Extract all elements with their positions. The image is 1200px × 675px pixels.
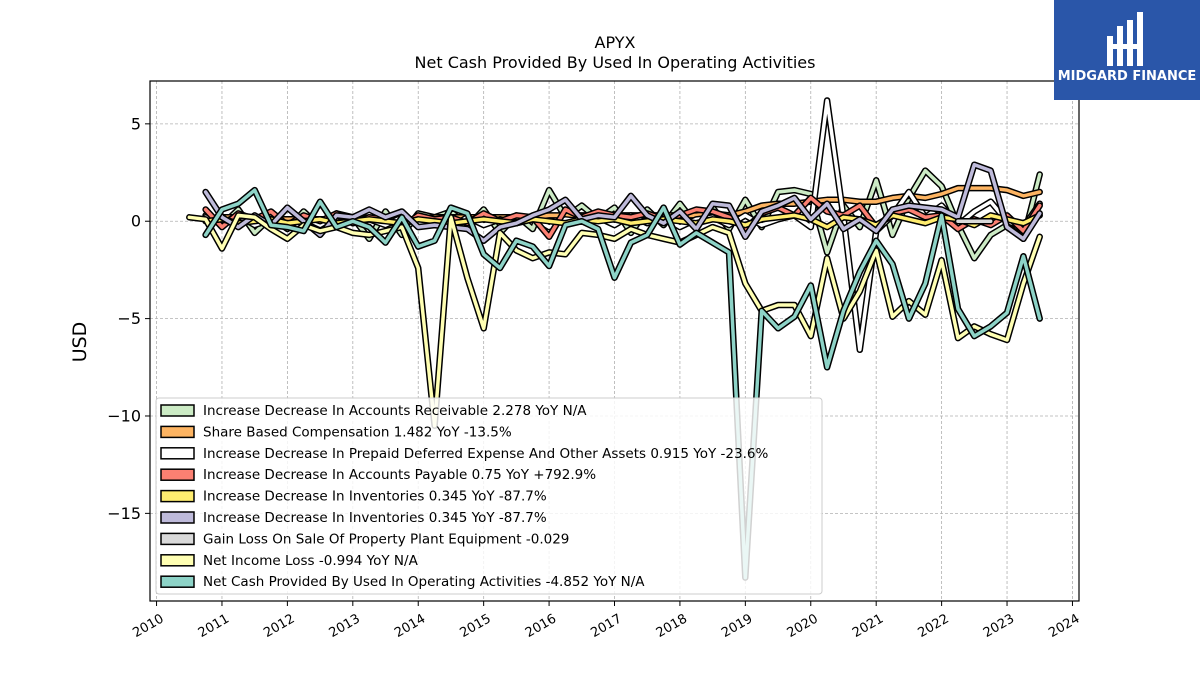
legend-swatch <box>160 447 195 460</box>
legend-swatch <box>160 575 195 588</box>
x-tick-label: 2015 <box>457 611 493 641</box>
series-line-5 <box>203 162 1042 243</box>
x-tick-label: 2011 <box>196 611 232 641</box>
legend-label: Net Income Loss -0.994 YoY N/A <box>203 553 419 569</box>
legend-label: Increase Decrease In Accounts Payable 0.… <box>203 467 596 483</box>
y-tick-label: 0 <box>131 212 141 231</box>
legend-swatch <box>160 468 195 481</box>
legend-swatch <box>160 511 195 524</box>
logo-mark-icon <box>1107 12 1143 66</box>
legend-swatch <box>160 532 195 546</box>
grid <box>150 81 1079 601</box>
chart-subtitle: Net Cash Provided By Used In Operating A… <box>415 53 816 72</box>
legend-label: Increase Decrease In Accounts Receivable… <box>203 403 587 419</box>
legend-label: Increase Decrease In Inventories 0.345 Y… <box>203 510 547 526</box>
x-tick-label: 2017 <box>588 611 624 641</box>
legend-swatch <box>160 554 195 567</box>
x-tick-label: 2013 <box>327 611 363 641</box>
logo: MIDGARD FINANCE <box>1054 0 1200 100</box>
legend-label: Gain Loss On Sale Of Property Plant Equi… <box>203 531 569 547</box>
x-tick-label: 2012 <box>261 611 297 641</box>
x-tick-label: 2018 <box>654 611 690 641</box>
legend-label: Increase Decrease In Inventories 0.345 Y… <box>203 489 547 505</box>
legend-label: Share Based Compensation 1.482 YoY -13.5… <box>203 424 512 440</box>
x-tick-label: 2022 <box>915 611 951 641</box>
legend: Increase Decrease In Accounts Receivable… <box>155 397 823 595</box>
x-tick-label: 2021 <box>850 611 886 641</box>
series-line-8 <box>203 188 1042 580</box>
y-tick-label: −15 <box>107 504 141 523</box>
chart-title: APYX <box>595 33 636 52</box>
y-axis-label: USD <box>69 322 91 363</box>
legend-label: Net Cash Provided By Used In Operating A… <box>203 574 645 590</box>
series-line-7 <box>187 213 1042 428</box>
series-lines <box>186 97 1043 581</box>
y-tick-label: −10 <box>107 406 141 425</box>
legend-box <box>155 397 823 595</box>
logo-text: MIDGARD FINANCE <box>1058 69 1197 84</box>
x-tick-label: 2014 <box>392 611 428 641</box>
x-tick-label: 2016 <box>523 611 559 641</box>
x-tick-label: 2010 <box>130 611 166 641</box>
x-tick-label: 2023 <box>981 611 1017 641</box>
y-tick-label: −5 <box>117 309 141 328</box>
legend-label: Increase Decrease In Prepaid Deferred Ex… <box>203 446 768 462</box>
legend-swatch <box>160 425 195 439</box>
x-tick-label: 2019 <box>719 611 755 641</box>
legend-swatch <box>160 489 195 503</box>
x-tick-label: 2020 <box>785 611 821 641</box>
x-tick-label: 2024 <box>1046 611 1082 641</box>
y-tick-label: 5 <box>131 114 141 133</box>
legend-swatch <box>160 404 195 417</box>
